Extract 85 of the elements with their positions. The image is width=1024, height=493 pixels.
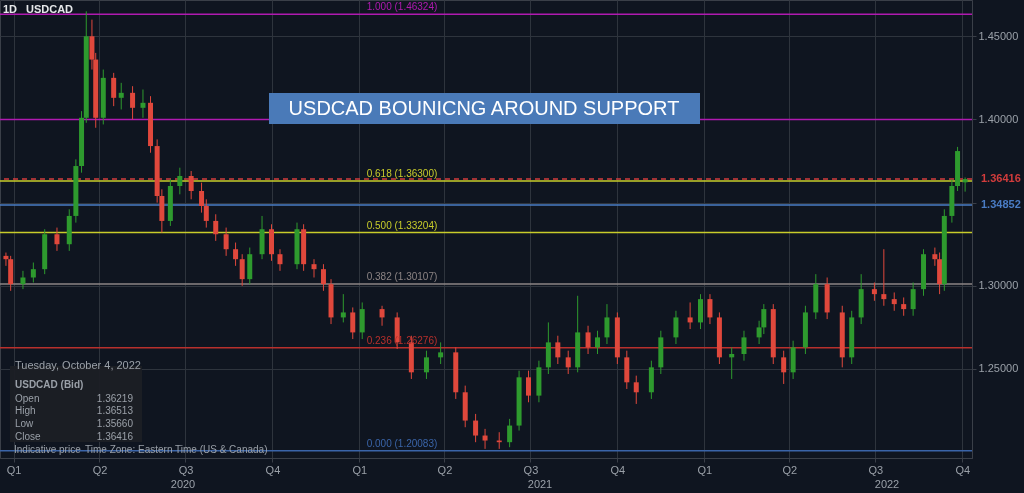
candlestick	[781, 350, 787, 385]
ref-line-label: 0.500 (1.33204)	[366, 219, 438, 231]
candlestick	[881, 248, 887, 307]
y-tick-label: 1.25000	[978, 362, 1019, 375]
candlestick	[901, 296, 907, 317]
y-tick-label: 1.40000	[978, 112, 1019, 125]
candlestick	[473, 413, 479, 443]
candlestick	[891, 291, 897, 312]
x-tick-label: Q1	[697, 463, 713, 476]
candlestick	[633, 375, 639, 405]
candlestick	[277, 248, 283, 272]
x-tick-label: Q2	[437, 463, 453, 476]
candlestick	[177, 167, 183, 195]
candlestick	[687, 301, 693, 330]
annotation: Open	[15, 393, 40, 404]
x-tick-label: Q4	[265, 463, 281, 476]
candlestick	[223, 227, 229, 257]
annotation: 1.35660	[96, 418, 134, 429]
x-tick-label: Q4	[610, 463, 626, 476]
candlestick	[741, 330, 747, 362]
y-tick-label: 1.45000	[978, 29, 1019, 42]
x-tick-label: Q1	[6, 463, 22, 476]
candlestick	[350, 306, 356, 340]
annotation: Tuesday, October 4, 2022	[15, 359, 141, 371]
candlestick	[111, 72, 117, 107]
candlestick	[20, 270, 26, 290]
candlestick	[320, 263, 326, 292]
candlestick	[140, 89, 146, 119]
candlestick	[585, 325, 591, 355]
candlestick	[239, 253, 245, 287]
text: 2020	[170, 478, 196, 490]
candlestick	[188, 170, 194, 200]
candlestick	[507, 418, 513, 448]
candlestick	[482, 428, 488, 450]
annotation: USDCAD	[26, 3, 74, 15]
x-tick-label: Q3	[523, 463, 539, 476]
ref-line-label: 0.382 (1.30107)	[366, 271, 438, 283]
candlestick	[359, 301, 365, 340]
annotation: Close	[15, 431, 41, 442]
annotation: USDCAD (Bid)	[15, 379, 84, 390]
annotation: 1.36513	[96, 405, 134, 416]
ref-line-label: 0.000 (1.20083)	[366, 437, 438, 449]
candlestick	[379, 305, 385, 327]
candlestick	[233, 242, 239, 267]
candlestick	[130, 85, 136, 120]
x-tick-label: Q3	[868, 463, 884, 476]
text: 2022	[874, 478, 900, 490]
candlestick	[871, 281, 877, 302]
x-tick-label: Q3	[178, 463, 194, 476]
annotation: High	[15, 405, 36, 416]
x-tick-label: Q1	[352, 463, 368, 476]
candlestick	[910, 281, 916, 317]
candlestick	[604, 303, 610, 345]
candlestick	[213, 213, 219, 242]
candlestick	[673, 310, 679, 345]
annotation: 1.34852	[981, 198, 1021, 211]
candlestick	[311, 258, 317, 278]
candlestick	[30, 262, 36, 283]
annotation: 1D	[3, 3, 18, 15]
candlestick	[199, 182, 205, 214]
annotation: 1.36219	[96, 393, 134, 404]
ref-line-label: 1.000 (1.46324)	[366, 1, 438, 13]
x-tick-label: Q4	[955, 463, 971, 476]
candlestick	[423, 350, 429, 380]
ref-line-label: 0.618 (1.36300)	[366, 168, 438, 179]
candlestick	[118, 82, 124, 110]
candlestick	[707, 293, 713, 325]
annotation: Low	[15, 418, 35, 429]
candlestick	[340, 293, 346, 323]
candlestick	[698, 293, 704, 330]
text: USDCAD BOUNICNG AROUND SUPPORT	[288, 97, 680, 119]
candlestick	[565, 350, 571, 375]
candlestick	[438, 341, 444, 365]
x-tick-label: Q2	[782, 463, 798, 476]
annotation: 1.36416	[981, 172, 1021, 185]
x-tick-label: Q2	[92, 463, 108, 476]
candlestick	[526, 370, 532, 403]
text: 2021	[527, 478, 553, 490]
annotation: 1.36416	[96, 431, 134, 442]
candlestick	[595, 330, 601, 355]
y-tick-label: 1.30000	[978, 279, 1019, 292]
candlestick	[555, 335, 561, 365]
candlestick	[962, 176, 968, 193]
candlestick	[54, 227, 60, 252]
candlestick	[203, 198, 209, 229]
